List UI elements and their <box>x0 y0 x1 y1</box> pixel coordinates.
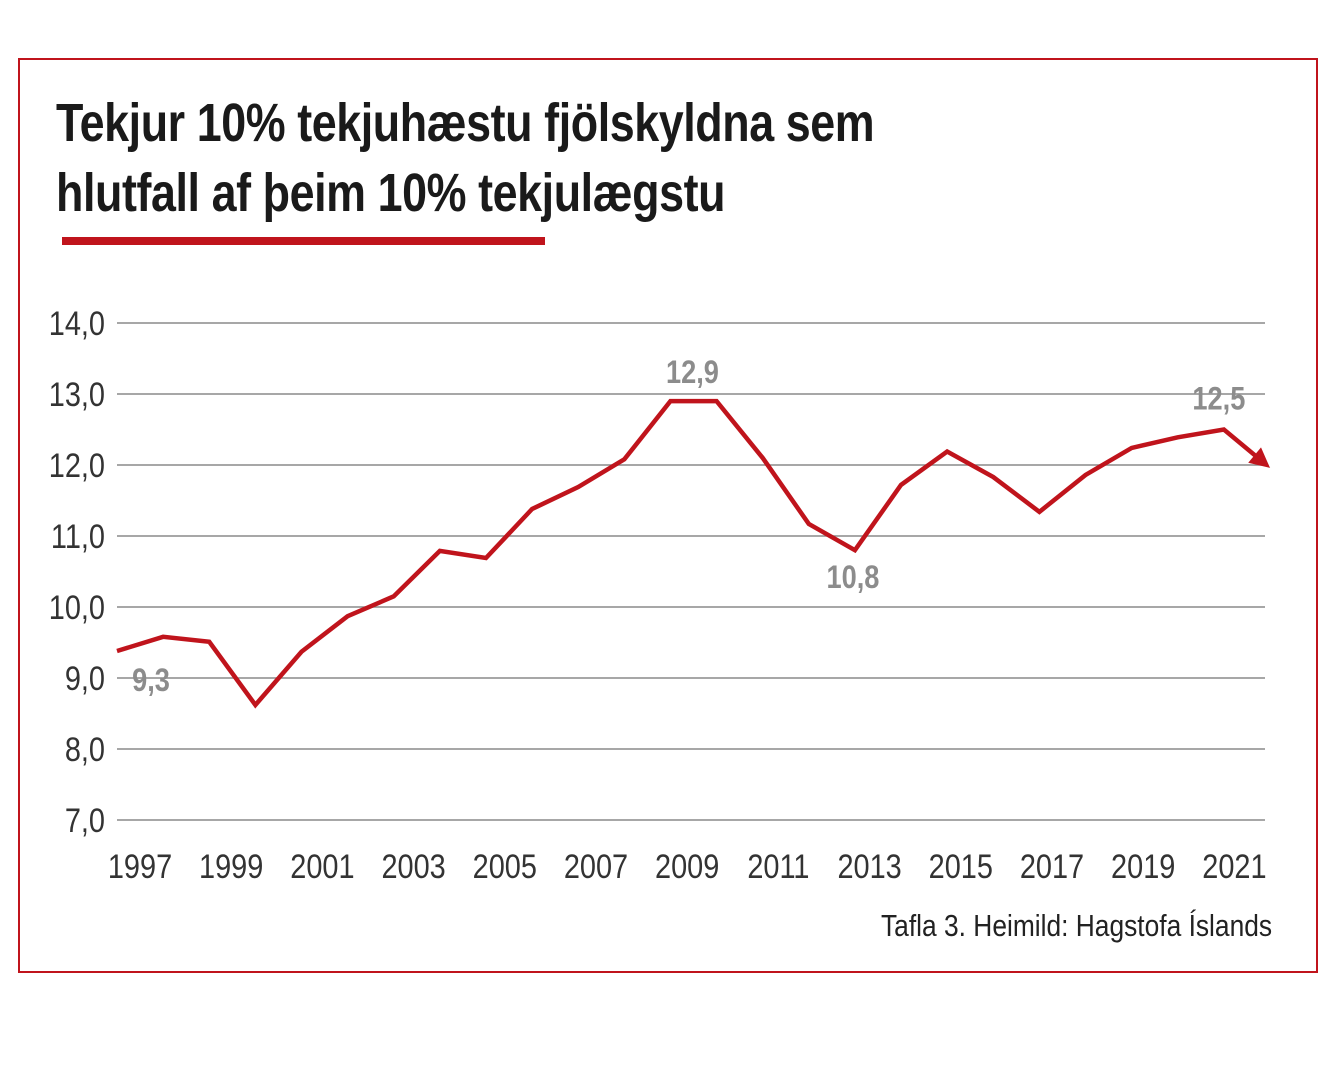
x-tick-label: 2001 <box>290 847 354 886</box>
data-label: 12,9 <box>666 355 719 391</box>
y-tick-label: 11,0 <box>51 517 105 556</box>
y-tick-label: 8,0 <box>65 730 105 769</box>
x-tick-label: 2019 <box>1111 847 1175 886</box>
y-tick-label: 7,0 <box>65 801 105 840</box>
x-tick-label: 2005 <box>473 847 537 886</box>
x-tick-label: 2017 <box>1020 847 1084 886</box>
x-tick-label: 2007 <box>564 847 628 886</box>
chart-title: Tekjur 10% tekjuhæstu fjölskyldna sem hl… <box>56 88 875 228</box>
x-tick-label: 2009 <box>655 847 719 886</box>
y-tick-label: 13,0 <box>49 375 105 414</box>
x-tick-label: 2013 <box>837 847 901 886</box>
x-tick-label: 1999 <box>199 847 263 886</box>
data-label: 9,3 <box>132 663 170 699</box>
chart-frame <box>18 58 1318 973</box>
x-tick-label: 1997 <box>108 847 172 886</box>
arrow-head-icon <box>1248 447 1270 468</box>
y-tick-label: 10,0 <box>49 588 105 627</box>
x-tick-label: 2003 <box>381 847 445 886</box>
y-tick-label: 12,0 <box>49 446 105 485</box>
y-tick-label: 9,0 <box>65 659 105 698</box>
x-tick-label: 2021 <box>1202 847 1266 886</box>
source-note: Tafla 3. Heimild: Hagstofa Íslands <box>880 908 1272 943</box>
title-line-2: hlutfall af þeim 10% tekjulægstu <box>56 163 726 223</box>
series-line <box>116 398 1264 709</box>
title-line-1: Tekjur 10% tekjuhæstu fjölskyldna sem <box>56 93 875 153</box>
x-tick-label: 2015 <box>929 847 993 886</box>
x-tick-label: 2011 <box>747 847 809 886</box>
data-label: 10,8 <box>826 560 879 596</box>
data-label: 12,5 <box>1192 381 1245 417</box>
title-underline <box>62 237 545 245</box>
y-tick-label: 14,0 <box>49 304 105 343</box>
